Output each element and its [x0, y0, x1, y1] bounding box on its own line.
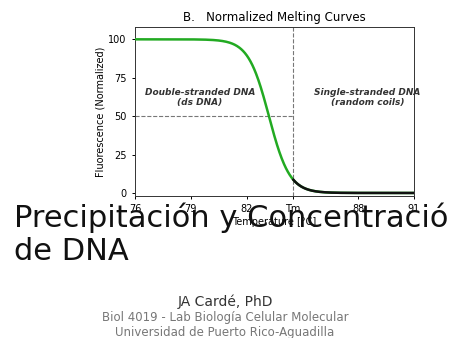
Title: B.   Normalized Melting Curves: B. Normalized Melting Curves	[183, 11, 366, 24]
Text: Double-stranded DNA
(ds DNA): Double-stranded DNA (ds DNA)	[145, 88, 255, 107]
Text: Universidad de Puerto Rico-Aguadilla: Universidad de Puerto Rico-Aguadilla	[115, 326, 335, 338]
Y-axis label: Fluorescence (Normalized): Fluorescence (Normalized)	[95, 46, 105, 177]
Text: Biol 4019 - Lab Biología Celular Molecular: Biol 4019 - Lab Biología Celular Molecul…	[102, 311, 348, 324]
Text: Single-stranded DNA
(random coils): Single-stranded DNA (random coils)	[314, 88, 421, 107]
Text: Precipitación y Concentración
de DNA: Precipitación y Concentración de DNA	[14, 203, 450, 266]
X-axis label: Temperature [°C]: Temperature [°C]	[232, 217, 317, 227]
Text: JA Cardé, PhD: JA Cardé, PhD	[177, 294, 273, 309]
